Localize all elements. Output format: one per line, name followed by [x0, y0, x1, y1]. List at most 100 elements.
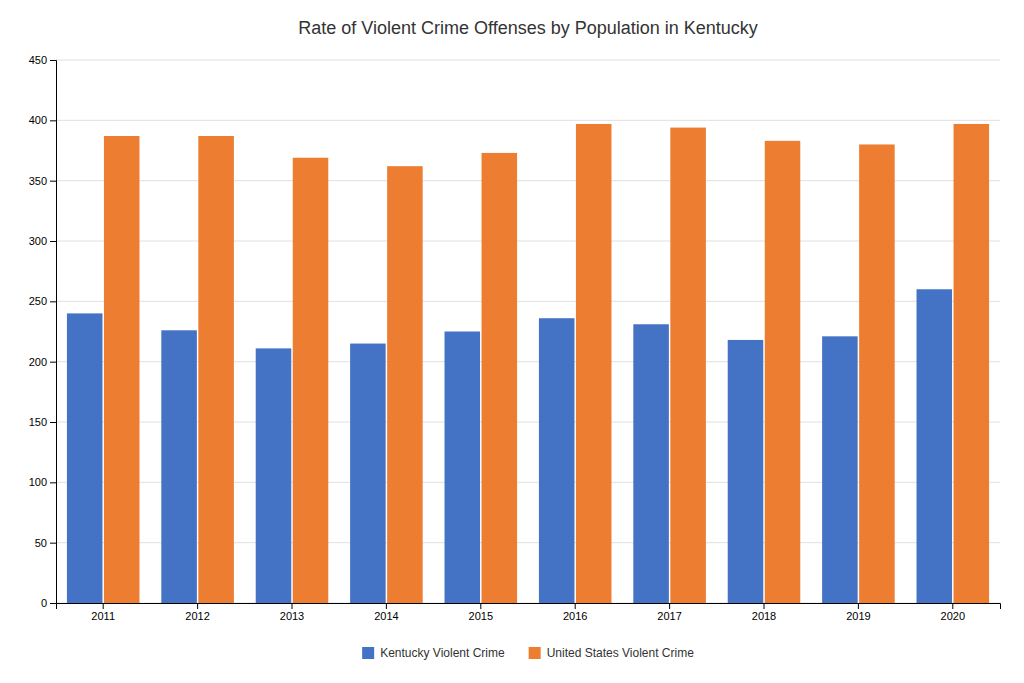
legend: Kentucky Violent Crime United States Viol… — [362, 646, 694, 660]
y-tick-mark — [50, 543, 56, 544]
y-tick: 300 — [29, 235, 56, 247]
bar — [728, 340, 764, 603]
y-tick-mark — [50, 362, 56, 363]
bar — [482, 153, 518, 603]
bar — [539, 318, 575, 603]
bar — [67, 313, 103, 603]
x-tick: 2020 — [941, 603, 965, 622]
bar — [917, 289, 953, 603]
y-tick: 200 — [29, 356, 56, 368]
y-tick: 50 — [35, 537, 56, 549]
x-tick-mark — [858, 603, 859, 609]
bar — [198, 136, 234, 603]
grid-line — [56, 241, 1000, 242]
y-tick-label: 100 — [29, 476, 47, 488]
x-axis-line — [57, 604, 1001, 610]
x-tick: 2016 — [563, 603, 587, 622]
y-tick-mark — [50, 422, 56, 423]
y-tick: 450 — [29, 54, 56, 66]
x-tick-label: 2016 — [563, 610, 587, 622]
x-tick-mark — [575, 603, 576, 609]
x-tick: 2018 — [752, 603, 776, 622]
grid — [56, 60, 1000, 603]
x-tick-label: 2018 — [752, 610, 776, 622]
x-tick-label: 2019 — [846, 610, 870, 622]
y-tick-mark — [50, 301, 56, 302]
x-tick-mark — [197, 603, 198, 609]
x-axis: 2011 2012 2013 2014 2015 2016 2017 2018 2019 2020 — [57, 603, 1001, 622]
y-axis-line — [50, 61, 57, 604]
legend-item: United States Violent Crime — [529, 646, 695, 660]
y-tick-mark — [50, 241, 56, 242]
bar — [765, 141, 801, 603]
y-tick: 350 — [29, 175, 56, 187]
grid-line — [56, 301, 1000, 302]
y-tick: 400 — [29, 114, 56, 126]
x-tick: 2014 — [374, 603, 398, 622]
legend-label: Kentucky Violent Crime — [380, 646, 505, 660]
bar — [161, 330, 197, 603]
y-tick-label: 300 — [29, 235, 47, 247]
x-tick-label: 2012 — [185, 610, 209, 622]
x-tick: 2011 — [91, 603, 115, 622]
x-tick: 2012 — [185, 603, 209, 622]
grid-line — [56, 542, 1000, 543]
y-axis: 0 50 100 150 200 250 300 350 400 450 — [29, 54, 57, 609]
plot: 0501001502002503003504004502011201220132… — [29, 54, 1001, 622]
x-tick-mark — [764, 603, 765, 609]
y-tick-label: 0 — [41, 597, 47, 609]
x-tick-label: 2014 — [374, 610, 398, 622]
title: Rate of Violent Crime Offenses by Popula… — [298, 18, 758, 38]
x-tick: 2015 — [469, 603, 493, 622]
y-tick-label: 400 — [29, 114, 47, 126]
x-tick: 2017 — [657, 603, 681, 622]
x-tick-mark — [292, 603, 293, 609]
y-tick-mark — [50, 603, 56, 604]
x-tick-mark — [669, 603, 670, 609]
y-tick-label: 350 — [29, 175, 47, 187]
y-tick-mark — [50, 120, 56, 121]
x-tick-label: 2015 — [469, 610, 493, 622]
y-tick-mark — [50, 60, 56, 61]
grid-line — [56, 482, 1000, 483]
grid-line — [56, 120, 1000, 121]
x-tick: 2019 — [846, 603, 870, 622]
bars — [67, 124, 989, 603]
y-tick-label: 50 — [35, 537, 47, 549]
grid-line — [56, 180, 1000, 181]
y-tick-label: 200 — [29, 356, 47, 368]
bar — [859, 144, 895, 603]
bar — [954, 124, 990, 603]
bar — [387, 166, 423, 603]
x-tick-label: 2020 — [941, 610, 965, 622]
x-tick-label: 2013 — [280, 610, 304, 622]
x-tick-mark — [103, 603, 104, 609]
legend-label: United States Violent Crime — [547, 646, 695, 660]
y-tick-label: 450 — [29, 54, 47, 66]
x-tick: 2013 — [280, 603, 304, 622]
bar — [445, 332, 481, 604]
bar — [293, 158, 329, 603]
bar-series — [104, 124, 989, 603]
bar — [822, 336, 858, 603]
x-tick-mark — [386, 603, 387, 609]
x-tick-mark — [952, 603, 953, 609]
x-tick-mark — [480, 603, 481, 609]
bar — [256, 348, 292, 603]
grid-line — [56, 422, 1000, 423]
bar — [104, 136, 140, 603]
bar — [350, 344, 386, 603]
bar — [633, 324, 669, 603]
grid-line — [56, 361, 1000, 362]
y-tick-mark — [50, 482, 56, 483]
bar — [576, 124, 612, 603]
y-tick-label: 250 — [29, 295, 47, 307]
legend-item: Kentucky Violent Crime — [362, 646, 505, 660]
x-tick-label: 2017 — [657, 610, 681, 622]
legend-swatch — [362, 647, 374, 659]
y-tick-label: 150 — [29, 416, 47, 428]
bar — [670, 128, 706, 603]
x-tick-label: 2011 — [91, 610, 115, 622]
y-tick: 0 — [41, 597, 56, 609]
legend-swatch — [529, 647, 541, 659]
